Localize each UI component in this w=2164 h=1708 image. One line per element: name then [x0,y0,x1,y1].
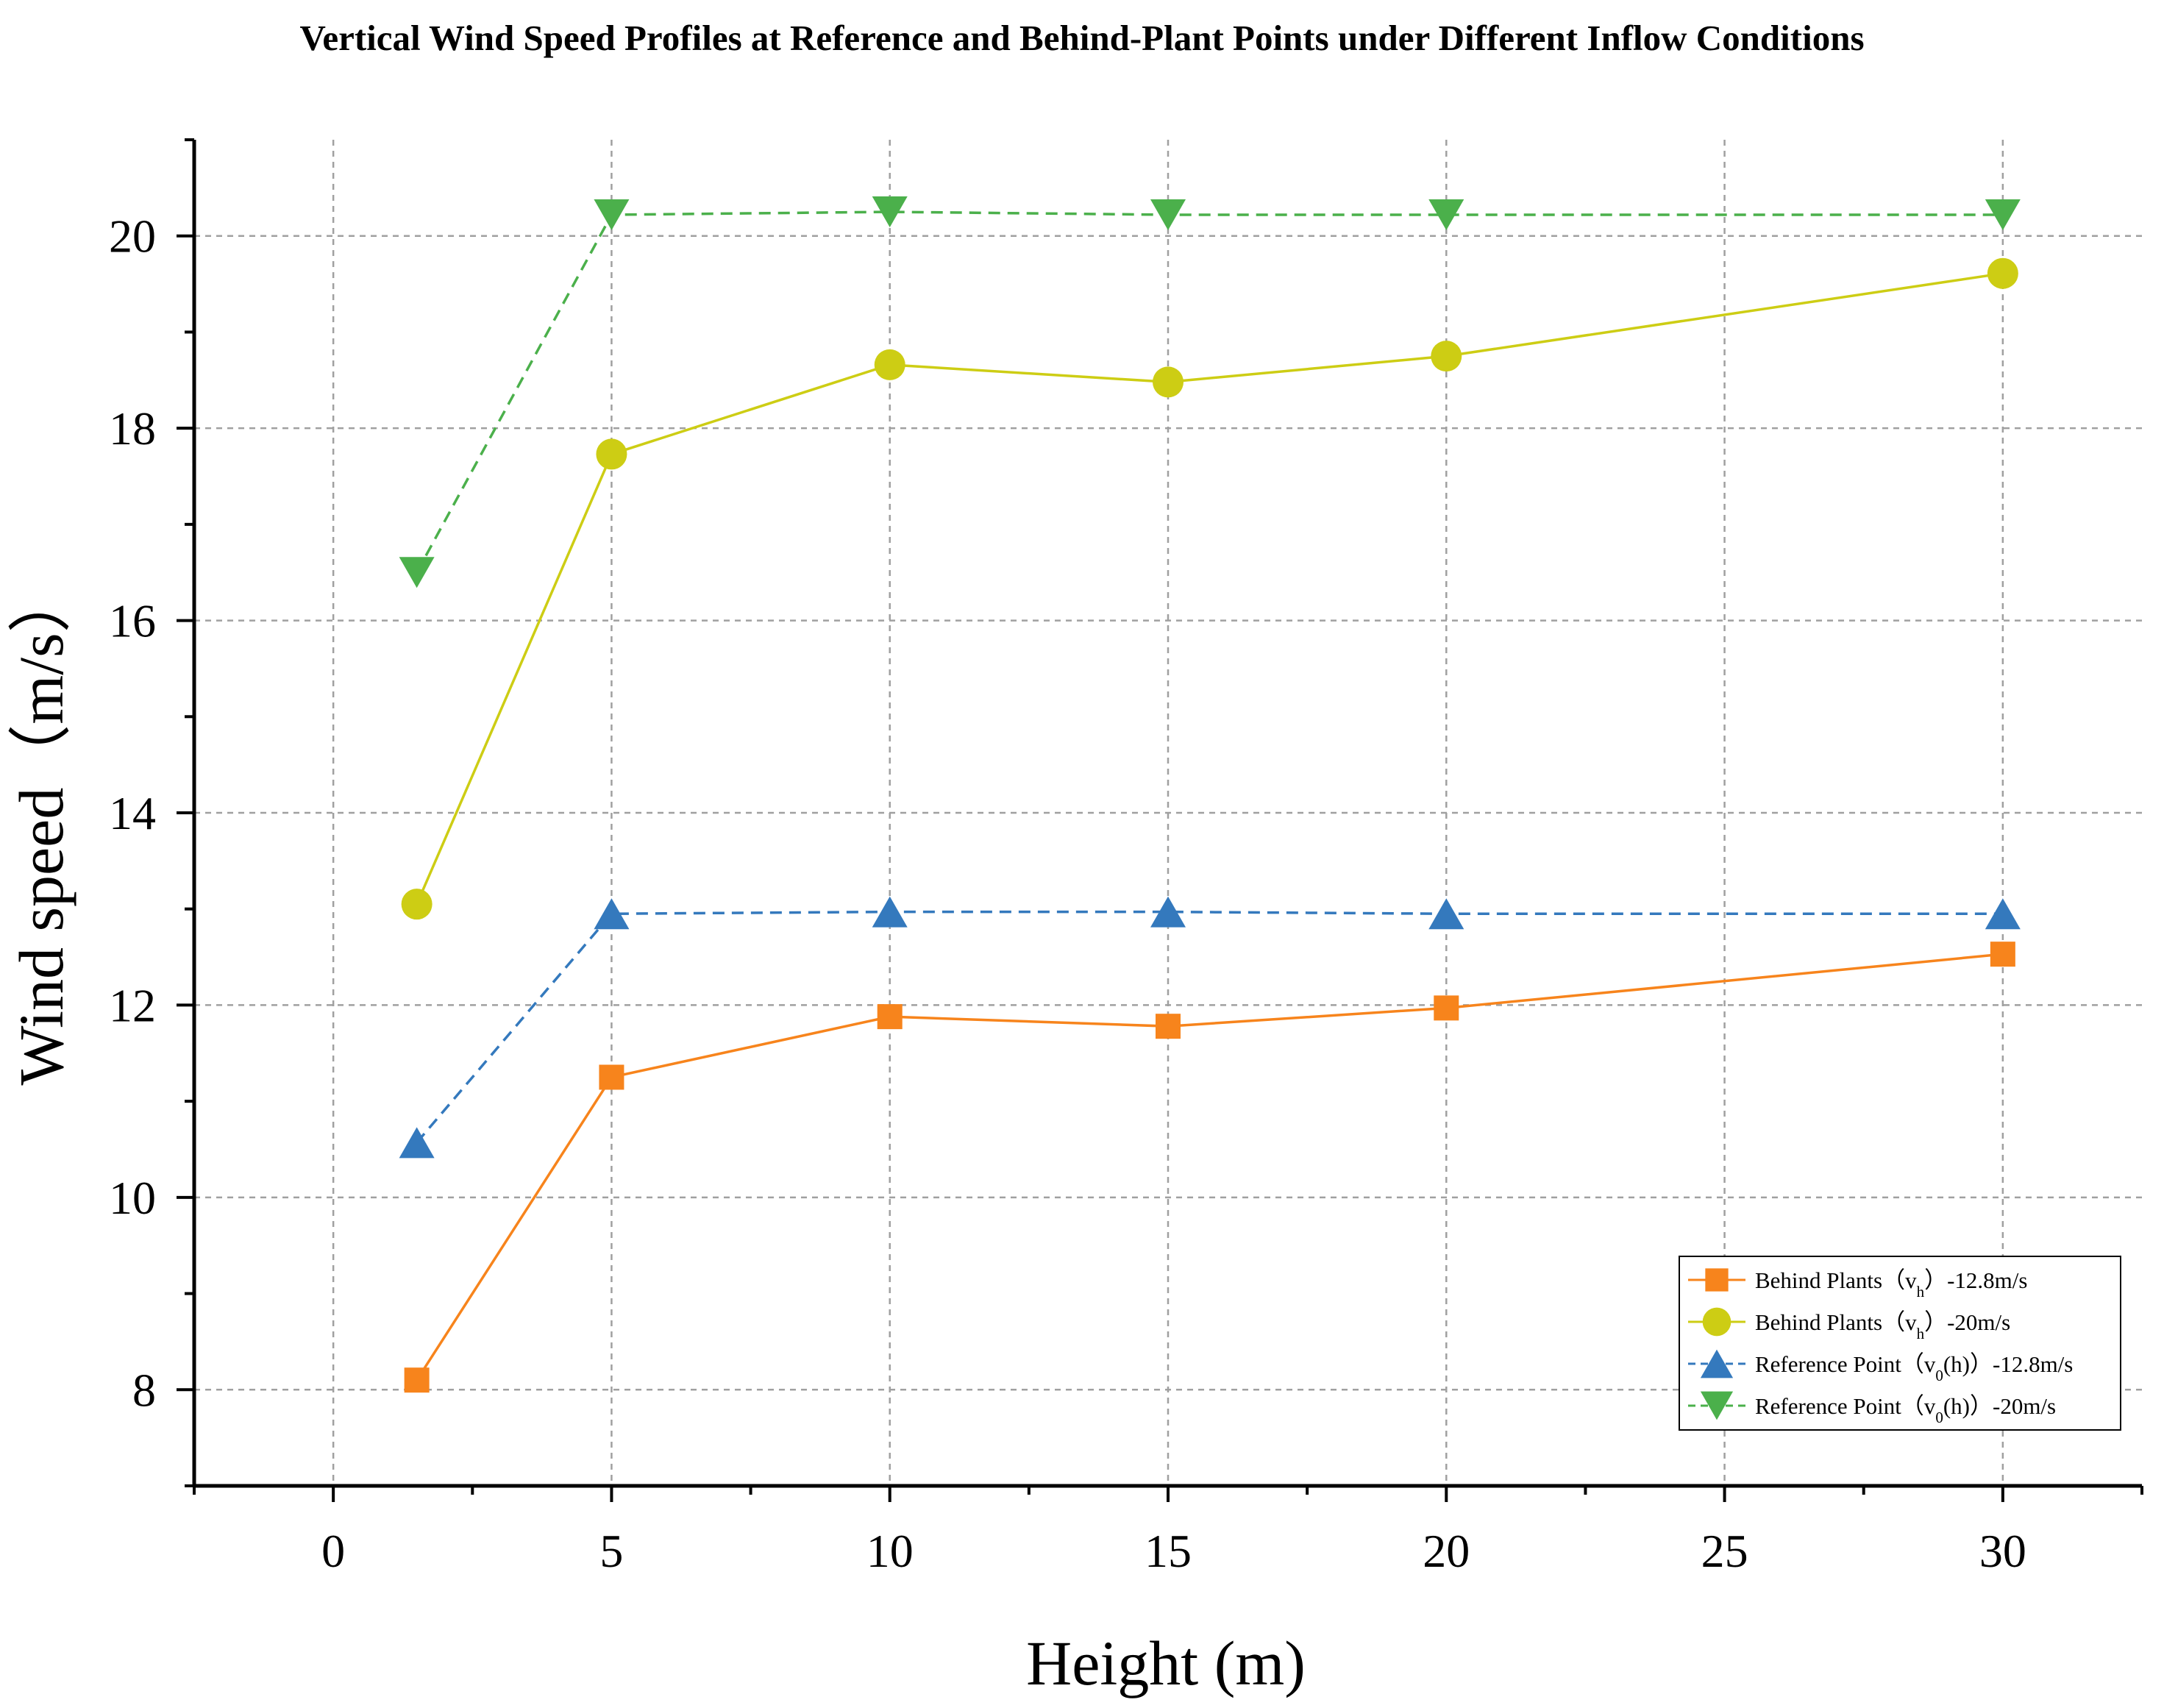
legend-marker [1700,1391,1734,1420]
x-tick-label: 20 [1423,1525,1470,1577]
series-line [416,271,2004,905]
data-point [594,199,630,230]
legend-label: Behind Plants（vh）-20m/s [1755,1309,2010,1342]
data-point [1428,898,1464,930]
data-point [1431,341,1462,372]
data-point [1150,896,1186,928]
legend-label: Reference Point（v0(h)）-12.8m/s [1755,1351,2073,1384]
data-point [877,1004,903,1030]
data-point [1985,199,2021,230]
x-tick-label: 25 [1701,1525,1748,1577]
legend: Behind Plants（vh）-12.8m/s Behind Plants（v… [1679,1256,2121,1431]
y-tick-label: 10 [109,1172,156,1224]
series-2 [401,257,2018,920]
legend-item-2: Behind Plants（vh）-20m/s [1688,1307,2010,1342]
x-tick-label: 0 [321,1525,345,1577]
series-1 [404,942,2015,1393]
data-point [399,557,435,588]
data-point [872,196,908,228]
chart-title: Vertical Wind Speed Profiles at Referenc… [299,18,1864,58]
y-tick-label: 16 [109,595,156,647]
legend-label: Behind Plants（vh）-12.8m/s [1755,1267,2027,1300]
x-axis-label: Height (m) [1026,1628,1306,1698]
data-point [1985,898,2021,930]
series-line [416,953,2004,1381]
data-point [1156,1014,1181,1039]
x-tick-label: 5 [599,1525,623,1577]
data-point [874,349,905,380]
legend-item-4: Reference Point（v0(h)）-20m/s [1688,1391,2056,1426]
y-tick-label: 20 [109,210,156,263]
series-line [416,910,2003,1144]
data-point [1153,366,1184,398]
series-4 [399,196,2021,588]
legend-box [1679,1256,2121,1431]
x-tick-label: 15 [1145,1525,1192,1577]
y-tick-label: 18 [109,402,156,455]
y-tick-label: 14 [109,787,156,839]
x-tick-label: 30 [1979,1525,2026,1577]
axes-layer: 0 5 10 15 20 25 30 8 10 12 14 16 18 20 [109,138,2143,1577]
data-point [599,1064,624,1090]
data-point [594,898,630,930]
data-point [596,438,627,470]
y-tick-label: 12 [109,979,156,1031]
data-point [1428,199,1464,230]
legend-item-1: Behind Plants（vh）-12.8m/s [1688,1267,2027,1300]
legend-marker [1700,1349,1734,1378]
data-point [1150,199,1186,230]
y-tick-label: 8 [132,1364,156,1416]
legend-marker [1702,1307,1731,1337]
legend-marker [1705,1268,1729,1292]
data-point [872,896,908,928]
data-point [1990,942,2015,967]
data-point [1434,995,1459,1021]
legend-label: Reference Point（v0(h)）-20m/s [1755,1393,2056,1426]
x-tick-label: 10 [866,1525,914,1577]
y-axis-label: Wind speed（m/s） [6,569,76,1085]
series-line [416,210,2003,574]
series-3 [399,896,2021,1159]
data-point [1987,257,2018,289]
data-point [404,1367,430,1393]
legend-item-3: Reference Point（v0(h)）-12.8m/s [1688,1349,2073,1384]
series-layer [399,196,2021,1393]
data-point [399,1127,435,1159]
data-point [401,889,433,920]
